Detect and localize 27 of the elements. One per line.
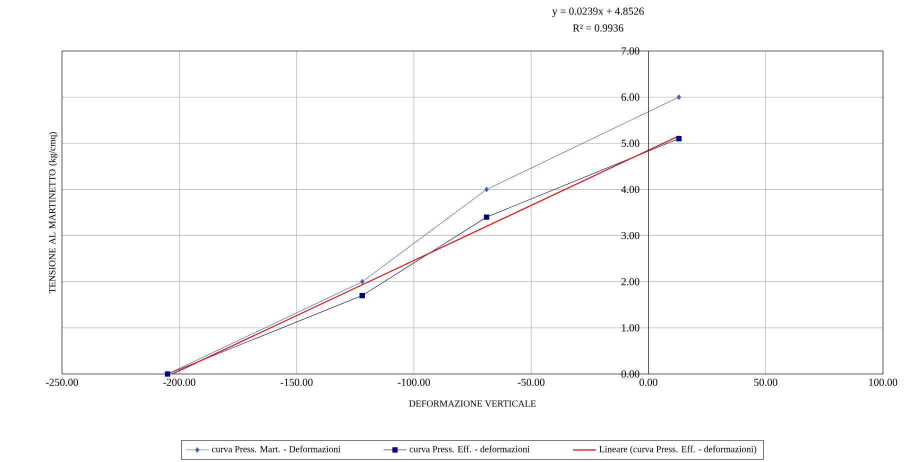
y-tick-label: 4.00 xyxy=(621,186,640,194)
y-tick-label: 1.00 xyxy=(622,324,640,332)
y-tick-label: 6.00 xyxy=(622,94,640,101)
x-tick-label: 100.00 xyxy=(869,378,898,386)
x-tick-label: 50.00 xyxy=(754,378,778,386)
legend-label: curva Press. Eff. - deformazioni xyxy=(410,446,530,452)
x-tick-label: -50.00 xyxy=(518,378,545,386)
point xyxy=(484,186,489,192)
legend-label: Lineare (curva Press. Eff. - deformazioni) xyxy=(599,446,756,454)
text: y = 0.0239x + 4.8526 xyxy=(552,8,644,17)
y-tick-label: 3.00 xyxy=(622,232,640,240)
point xyxy=(360,279,364,284)
x-tick-label: 0.00 xyxy=(639,378,658,386)
point xyxy=(676,136,682,142)
x-tick-label: -100.00 xyxy=(398,378,430,386)
y-tick-label: 5.00 xyxy=(622,140,640,147)
x-tick-label: -150.00 xyxy=(280,378,313,386)
legend-label: curva Press. Mart. - Deformazioni xyxy=(212,446,340,452)
point xyxy=(484,214,490,220)
x-tick-label: -200.00 xyxy=(163,378,196,386)
x-axis-title: DEFORMAZIONE VERTICALE xyxy=(409,400,536,407)
text: R² = 0.9936 xyxy=(572,24,624,32)
y-axis-title: TENSIONE AL MARTINETTO (kg/cmq) xyxy=(48,132,58,294)
x-tick-label: -250.00 xyxy=(46,378,78,386)
y-tick-label: 2.00 xyxy=(622,278,640,286)
point xyxy=(360,292,365,298)
point xyxy=(676,94,681,100)
